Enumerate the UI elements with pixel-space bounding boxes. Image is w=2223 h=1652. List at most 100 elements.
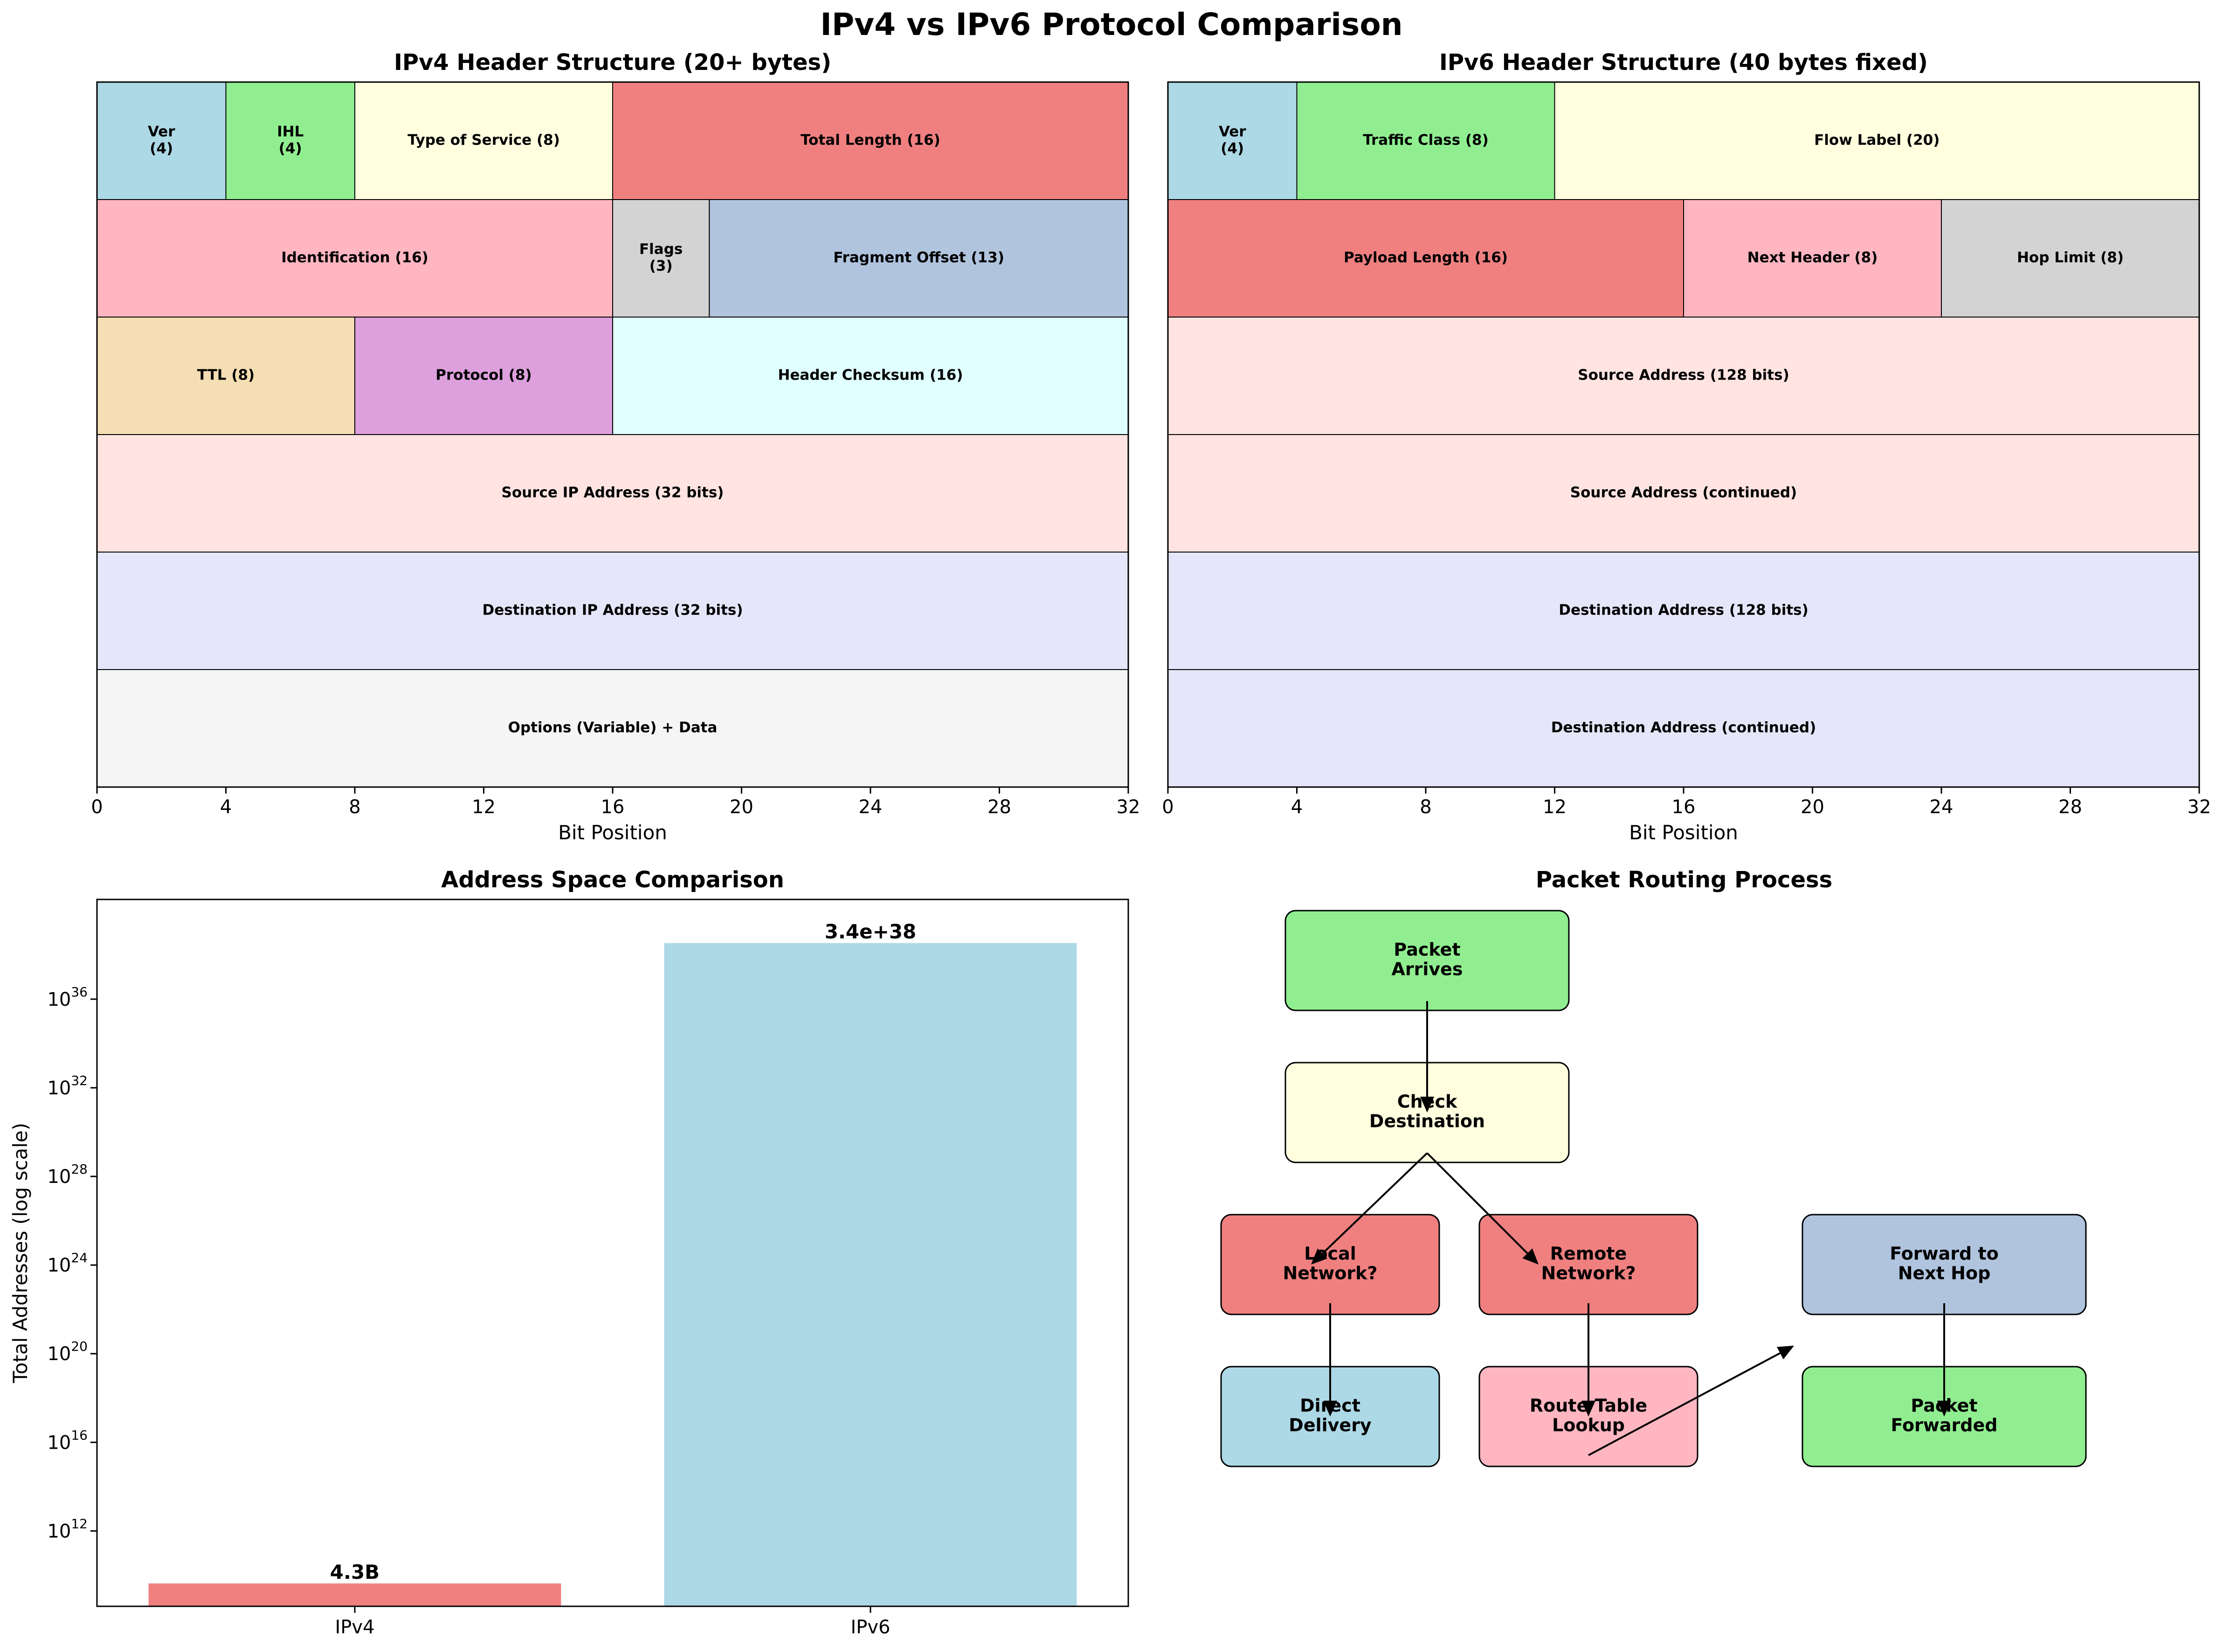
y-axis-label: Total Addresses (log scale): [9, 1123, 32, 1383]
x-tick-label: 12: [1543, 796, 1567, 818]
header-field-box: [354, 317, 613, 435]
panel-title: IPv4 Header Structure (20+ bytes): [394, 49, 831, 76]
header-field-label: Payload Length (16): [1344, 249, 1508, 266]
header-field-box: [1941, 199, 2200, 318]
ipv6-header-panel: Ver (4) Traffic Class (8) Flow Label (20) Pa…: [1162, 49, 2211, 844]
bar-data-label: 4.3B: [330, 1561, 380, 1583]
header-field-label: IHL (4): [277, 124, 304, 157]
y-tick-label: 1036: [47, 984, 88, 1010]
flow-arrowhead: [1581, 1401, 1595, 1417]
header-field-label: Flags (3): [639, 241, 683, 275]
header-field-label: Traffic Class (8): [1363, 132, 1489, 149]
flow-node-label: Forward to Next Hop: [1890, 1244, 1998, 1284]
figure-title: IPv4 vs IPv6 Protocol Comparison: [820, 7, 1403, 42]
flow-arrowhead: [1937, 1401, 1951, 1417]
x-tick-label: 0: [1162, 796, 1174, 818]
y-tick-label: 1016: [47, 1427, 88, 1453]
header-field-label: Identification (16): [281, 249, 428, 266]
header-field-box: [612, 317, 1129, 435]
routing-process-panel: PacketArrivesCheckDestinationLocalNetwor…: [1220, 867, 2087, 1467]
flow-node-label: Local Network?: [1283, 1244, 1377, 1284]
flow-arrowhead: [1522, 1248, 1539, 1265]
header-field-label: Total Length (16): [801, 132, 940, 149]
flow-arrowhead: [1311, 1248, 1327, 1265]
x-tick-label: 20: [730, 796, 753, 818]
header-field-label: Source Address (128 bits): [1578, 367, 1789, 384]
x-tick-label: IPv4: [335, 1617, 374, 1638]
flow-node-label: Packet Arrives: [1391, 940, 1463, 980]
flow-arrowhead: [1776, 1346, 1794, 1360]
flow-arrowhead: [1323, 1401, 1337, 1417]
header-field-box: [97, 434, 1129, 553]
x-tick-label: 4: [1291, 796, 1303, 818]
header-field-label: Ver (4): [148, 124, 175, 157]
y-tick-label: 1020: [47, 1339, 88, 1365]
x-tick-label: 32: [2188, 796, 2211, 818]
header-field-box: [97, 317, 355, 435]
x-tick-label: 28: [987, 796, 1011, 818]
y-tick-label: 1028: [47, 1161, 88, 1188]
x-tick-label: IPv6: [850, 1617, 890, 1638]
header-field-box: [1167, 552, 2200, 670]
bar-data-label: 3.4e+38: [825, 920, 917, 943]
x-tick-label: 8: [1420, 796, 1431, 818]
x-axis-label: Bit Position: [558, 821, 667, 844]
y-tick-label: 1024: [47, 1250, 88, 1276]
flow-arrow: [1322, 1152, 1428, 1254]
header-field-box: [612, 82, 1129, 200]
header-field-label: Destination IP Address (32 bits): [482, 602, 743, 619]
header-field-label: Flow Label (20): [1814, 132, 1940, 149]
x-tick-label: 20: [1801, 796, 1824, 818]
x-tick-label: 4: [220, 796, 232, 818]
header-field-label: Protocol (8): [435, 367, 532, 384]
header-field-box: [1554, 82, 2200, 200]
bar: [148, 1583, 561, 1606]
header-field-label: Source Address (continued): [1570, 484, 1797, 501]
x-tick-label: 12: [472, 796, 496, 818]
header-field-label: Fragment Offset (13): [833, 249, 1004, 266]
header-field-label: Ver (4): [1219, 124, 1246, 157]
x-tick-label: 0: [91, 796, 103, 818]
x-axis-label: Bit Position: [1629, 821, 1738, 844]
header-field-box: [1167, 82, 1298, 200]
flow-arrowhead: [1420, 1097, 1434, 1113]
flow-arrow: [1426, 1152, 1528, 1254]
header-field-label: TTL (8): [197, 367, 255, 384]
y-tick-label: 1012: [47, 1516, 88, 1542]
flow-arrow: [1588, 1352, 1781, 1456]
header-field-box: [1167, 669, 2200, 788]
header-field-label: Destination Address (128 bits): [1559, 602, 1809, 619]
panel-title: IPv6 Header Structure (40 bytes fixed): [1439, 49, 1928, 76]
x-tick-label: 24: [859, 796, 883, 818]
header-field-box: [97, 82, 227, 200]
plot-frame: [96, 899, 1129, 1607]
header-field-box: [1167, 434, 2200, 553]
header-field-box: [1167, 317, 2200, 435]
header-field-label: Next Header (8): [1747, 249, 1878, 266]
header-field-label: Type of Service (8): [407, 132, 560, 149]
header-field-box: [709, 199, 1129, 318]
x-tick-label: 16: [601, 796, 625, 818]
x-tick-label: 8: [349, 796, 360, 818]
header-field-label: Options (Variable) + Data: [508, 719, 718, 736]
x-tick-label: 32: [1117, 796, 1140, 818]
bar: [664, 943, 1077, 1606]
header-field-box: [97, 669, 1129, 788]
header-field-label: Hop Limit (8): [2017, 249, 2124, 266]
header-field-box: [1167, 199, 1684, 318]
x-tick-label: 16: [1672, 796, 1696, 818]
y-tick-label: 1032: [47, 1073, 88, 1099]
address-space-panel: 4.3B IPv4 3.4e+38 IPv6 1012 1016 1020 1024 1028 1…: [9, 867, 1129, 1638]
header-field-label: Destination Address (continued): [1551, 719, 1816, 736]
panel-title: Packet Routing Process: [1536, 867, 1832, 893]
header-field-label: Header Checksum (16): [778, 367, 963, 384]
header-field-box: [1683, 199, 1942, 318]
header-field-label: Source IP Address (32 bits): [502, 484, 724, 501]
flow-node-label: Remote Network?: [1541, 1244, 1636, 1284]
x-tick-label: 24: [1930, 796, 1954, 818]
ipv4-header-panel: Ver (4) IHL (4) Type of Service (8) Total Len…: [91, 49, 1140, 844]
x-tick-label: 28: [2058, 796, 2082, 818]
header-field-box: [354, 82, 613, 200]
panel-title: Address Space Comparison: [441, 867, 784, 893]
